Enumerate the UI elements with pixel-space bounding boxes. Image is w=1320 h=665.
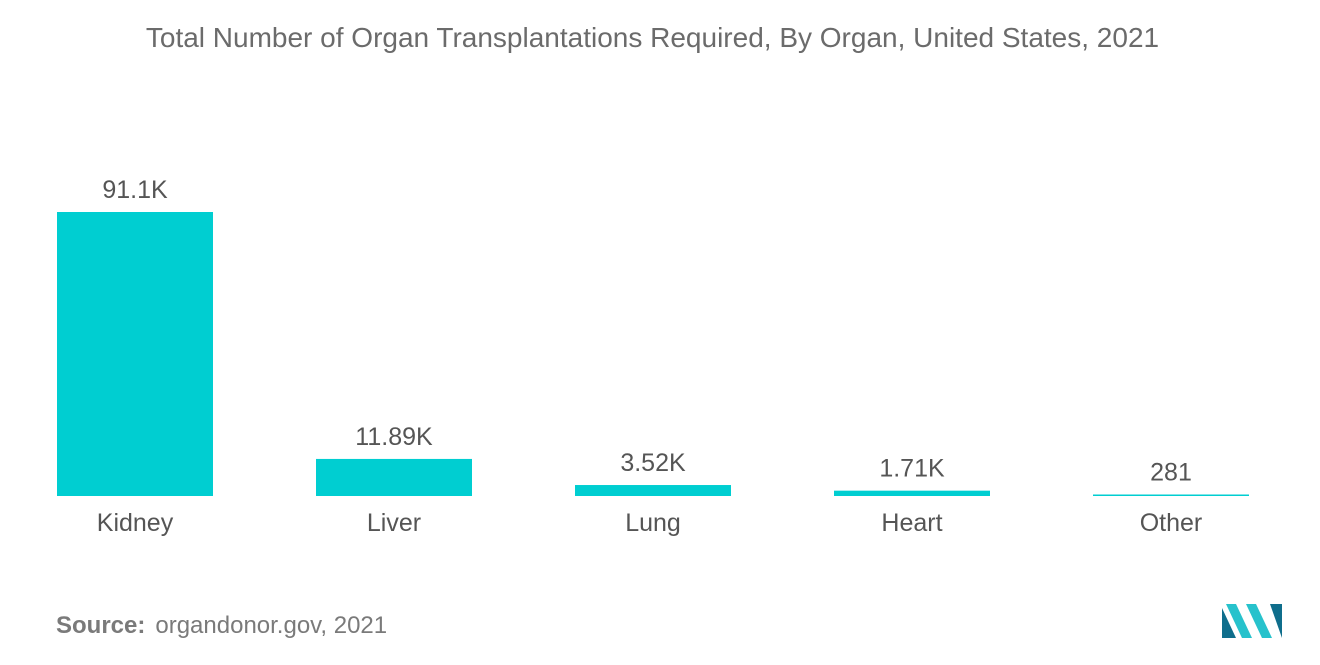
bar-chart: 91.1K Kidney 11.89K Liver 3.52K Lung 1.71K Hear… [57,176,1249,537]
category-label-heart: Heart [881,509,942,537]
bar-other [1093,494,1249,496]
category-label-lung: Lung [625,509,681,537]
bar-heart [834,490,990,496]
bar-lung [575,485,731,496]
source-text: organdonor.gov, 2021 [155,612,388,639]
source-note: Source: organdonor.gov, 2021 [56,612,387,640]
bar-kidney [57,212,213,496]
bar-liver [316,458,472,496]
source-label: Source: [56,612,146,639]
value-label-other: 281 [1150,459,1192,487]
category-label-kidney: Kidney [97,509,174,537]
chart-title: Total Number of Organ Transplantations R… [145,22,1160,53]
value-label-liver: 11.89K [355,423,433,451]
value-label-lung: 3.52K [620,449,686,477]
value-label-kidney: 91.1K [102,176,168,204]
value-label-heart: 1.71K [879,455,945,483]
category-label-other: Other [1140,509,1203,537]
category-label-liver: Liver [367,509,421,537]
brand-logo-icon [1222,604,1282,638]
